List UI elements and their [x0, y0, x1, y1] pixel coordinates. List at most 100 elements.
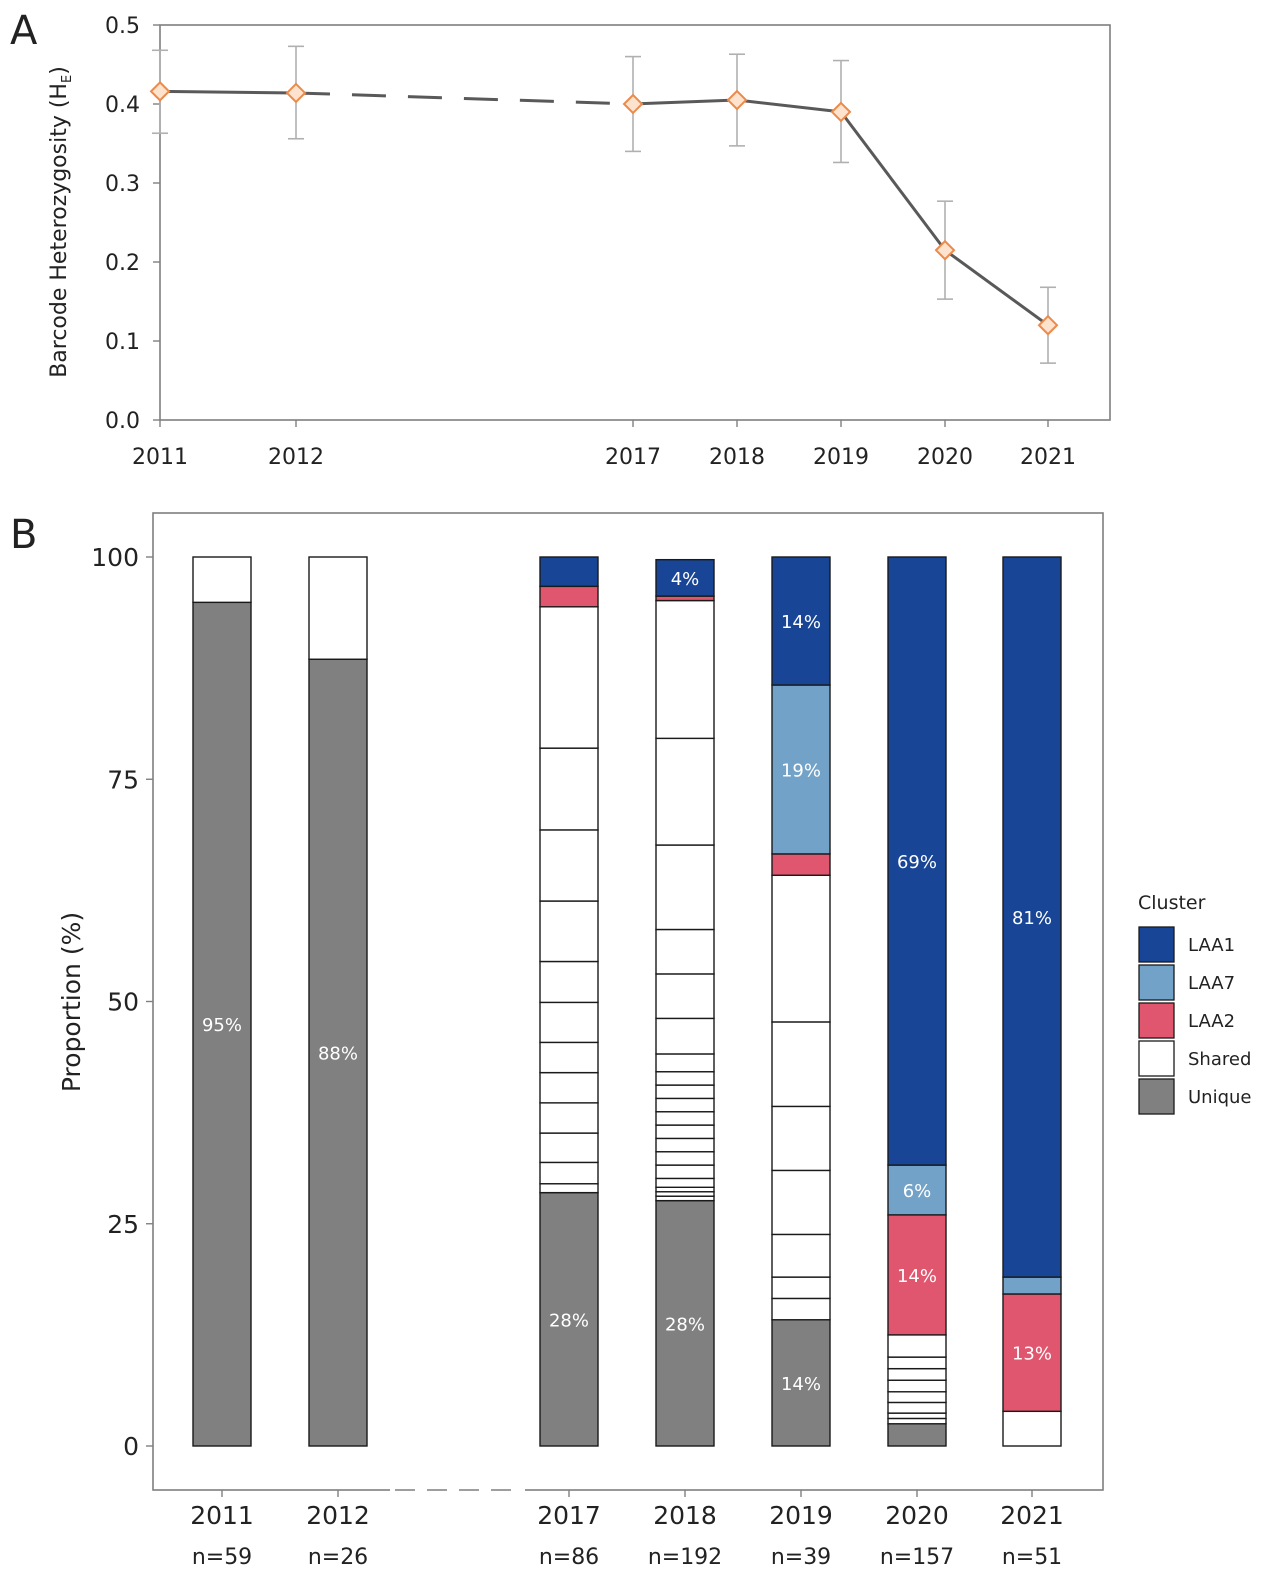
- legend-swatch-laa1: [1138, 926, 1175, 963]
- bar-segment-shared: [771, 1297, 831, 1321]
- bar-segment-shared: [771, 1233, 831, 1278]
- bar-segment-shared: [655, 1097, 715, 1113]
- panel-a-x-tick-label: 2018: [709, 445, 765, 470]
- bar-segment-shared: [308, 556, 368, 660]
- legend-label: LAA1: [1188, 935, 1235, 956]
- bar-segment-laa7: [1002, 1276, 1062, 1295]
- panel-a-line-chart: Barcode Heterozygosity (HE) 0.0 0.1 0.2 0.3…: [47, 14, 1111, 470]
- bar-segment-unique: [192, 601, 252, 1447]
- bar-segment-unique: [308, 658, 368, 1447]
- bar-segment-shared: [655, 1124, 715, 1140]
- panel-b-x-tick-label: 2020: [885, 1501, 949, 1530]
- panel-a-y-tick-label: 0.2: [105, 251, 140, 276]
- bar-segment-shared: [887, 1379, 947, 1393]
- bar-segment-shared: [887, 1356, 947, 1370]
- panel-b-y-tick-label: 50: [107, 988, 139, 1017]
- bar-segment-shared: [539, 1102, 599, 1134]
- bar-segment-shared: [655, 1071, 715, 1086]
- bar-segment-label: 13%: [1012, 1344, 1052, 1365]
- bar-segment-shared: [539, 960, 599, 1004]
- panel-b-frame: [152, 512, 1104, 1491]
- bar-segment-laa7: [887, 1164, 947, 1216]
- panel-b-sample-size-label: n=192: [648, 1545, 722, 1570]
- bar-segment-label: 88%: [318, 1044, 358, 1065]
- panel-a-x-tick-label: 2011: [132, 445, 188, 470]
- line-segment: [632, 98, 738, 106]
- panel-b-x-tick-label: 2011: [190, 1501, 254, 1530]
- panel-b-x-tick-label: 2012: [306, 1501, 370, 1530]
- bar-segment-shared: [539, 1001, 599, 1044]
- bar-segment-label: 28%: [549, 1310, 589, 1331]
- bar-segment-laa1: [887, 556, 947, 1166]
- bar-segment-shared: [655, 1137, 715, 1153]
- bar-segment-shared: [192, 556, 252, 604]
- panel-b-x-tick-label: 2017: [537, 1501, 601, 1530]
- bar-segment-shared: [539, 1132, 599, 1164]
- bar-segment-shared: [539, 1161, 599, 1185]
- data-point-marker: [285, 82, 307, 104]
- bar-segment-shared: [887, 1417, 947, 1425]
- bar-segment-unique: [539, 1191, 599, 1447]
- bar-segment-label: 81%: [1012, 908, 1052, 929]
- stacked-bar-2020: 14% 6% 69%: [887, 556, 947, 1447]
- bar-segment-label: 28%: [665, 1314, 705, 1335]
- legend-swatch-laa2: [1138, 1002, 1175, 1039]
- stacked-bar-2017: 28%: [539, 556, 599, 1447]
- panel-a-y-tick-label: 0.0: [105, 409, 140, 434]
- legend-swatch-shared: [1138, 1040, 1175, 1077]
- bar-segment-unique: [887, 1423, 947, 1447]
- panel-a-x-tick-label: 2017: [605, 445, 661, 470]
- panel-b-sample-size-label: n=59: [192, 1545, 252, 1570]
- panel-b-x-tick-label: 2019: [769, 1501, 833, 1530]
- panel-a-x-tick-label: 2021: [1020, 445, 1076, 470]
- bar-segment-shared: [539, 1071, 599, 1104]
- panel-b-sample-size-label: n=51: [1002, 1545, 1062, 1570]
- panel-b-sample-size-label: n=157: [880, 1545, 954, 1570]
- panel-b-stacked-bar-chart: Proportion (%) 0 25 50 75 100 95% 88% 28% 28% 4%…: [57, 512, 1252, 1570]
- data-point-marker: [149, 80, 171, 102]
- bar-segment-laa1: [1002, 556, 1062, 1278]
- bar-segment-shared: [887, 1367, 947, 1381]
- bar-segment-shared: [655, 1111, 715, 1126]
- bar-segment-shared: [771, 1276, 831, 1300]
- bar-segment-shared: [655, 973, 715, 1020]
- data-point-marker: [830, 101, 852, 123]
- bar-segment-shared: [539, 606, 599, 749]
- panel-a-y-tick-label: 0.1: [105, 330, 140, 355]
- bar-segment-shared: [771, 1021, 831, 1108]
- panel-a-y-tick-label: 0.4: [105, 93, 140, 118]
- stacked-bar-2018: 28% 4%: [655, 558, 715, 1447]
- bar-segment-shared: [887, 1391, 947, 1404]
- line-segment: [736, 98, 842, 114]
- line-segment: [944, 248, 1049, 327]
- bar-segment-label: 14%: [781, 612, 821, 633]
- bar-segment-laa1: [771, 556, 831, 686]
- bar-segment-shared: [887, 1334, 947, 1358]
- panel-b-x-tick-label: 2018: [653, 1501, 717, 1530]
- bar-segment-shared: [771, 874, 831, 1023]
- panel-b-sample-size-label: n=26: [308, 1545, 368, 1570]
- bar-segment-label: 14%: [781, 1374, 821, 1395]
- bar-segment-shared: [655, 1177, 715, 1189]
- bar-segment-laa1: [655, 558, 715, 597]
- bar-segment-shared: [887, 1401, 947, 1414]
- line-segment: [159, 89, 297, 95]
- bar-segment-laa2: [1002, 1293, 1062, 1413]
- panel-b-y-tick-label: 25: [107, 1210, 139, 1239]
- bar-segment-shared: [539, 747, 599, 831]
- bar-segment-shared: [655, 1053, 715, 1073]
- bar-segment-laa2: [771, 853, 831, 876]
- line-segment-dashed: [295, 91, 634, 106]
- panel-b-y-axis-title: Proportion (%): [57, 912, 86, 1092]
- bar-segment-shared: [887, 1412, 947, 1420]
- bar-segment-unique: [771, 1319, 831, 1447]
- bar-segment-shared: [539, 829, 599, 902]
- stacked-bar-2021: 13% 81%: [1002, 556, 1062, 1447]
- bar-segment-shared: [539, 1183, 599, 1194]
- bar-segment-laa1: [539, 556, 599, 588]
- panel-a-y-tick-label: 0.5: [105, 14, 140, 39]
- bar-segment-shared: [655, 1164, 715, 1180]
- bar-segment-laa2: [539, 585, 599, 608]
- bar-segment-label: 4%: [671, 569, 700, 590]
- panel-a-x-tick-label: 2020: [917, 445, 973, 470]
